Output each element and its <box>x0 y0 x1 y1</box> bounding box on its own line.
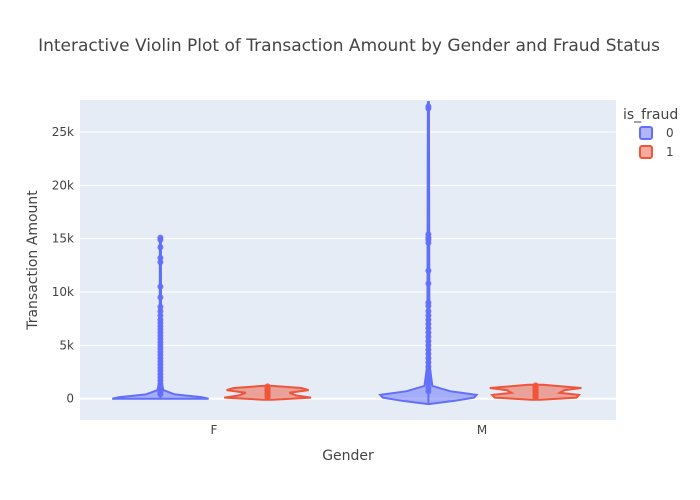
legend-item-1[interactable]: 1 <box>639 145 674 159</box>
violin-point <box>425 388 432 395</box>
violin-point <box>425 338 432 345</box>
violin-point <box>425 376 432 383</box>
violin-M-is-fraud-0[interactable] <box>378 101 479 405</box>
violin-M-is-fraud-1[interactable] <box>489 382 582 401</box>
violin-point <box>264 394 271 401</box>
violin-point <box>425 325 432 332</box>
violin-point <box>157 391 164 398</box>
violin-point <box>425 380 432 387</box>
violin-point <box>425 342 432 349</box>
violin-point <box>425 239 432 246</box>
violin-point <box>157 283 164 290</box>
violin-point <box>157 294 164 301</box>
violin-point <box>425 363 432 370</box>
violin-point <box>157 303 164 310</box>
violin-point <box>425 312 432 319</box>
x-tick-label-M: M <box>477 423 487 437</box>
legend-item-0[interactable]: 0 <box>639 126 674 140</box>
violin-point <box>157 312 164 319</box>
violin-marks <box>111 101 582 405</box>
legend-title: is_fraud <box>623 107 678 123</box>
y-tick-label: 0 <box>66 392 74 406</box>
x-tick-label-F: F <box>211 423 218 437</box>
legend-label: 0 <box>666 126 674 140</box>
violin-point <box>425 350 432 357</box>
chart-title: Interactive Violin Plot of Transaction A… <box>38 36 660 56</box>
violin-point <box>425 308 432 315</box>
violin-point <box>532 394 539 401</box>
violin-point <box>425 355 432 362</box>
y-tick-labels: 0 5k 10k 15k 20k 25k <box>52 125 74 406</box>
violin-F-is-fraud-0[interactable] <box>111 234 209 400</box>
violin-F-is-fraud-1[interactable] <box>224 383 312 401</box>
y-tick-label: 15k <box>52 232 74 246</box>
y-axis-title: Transaction Amount <box>25 190 41 331</box>
violin-point <box>425 267 432 274</box>
violin-point <box>157 254 164 261</box>
x-axis-title: Gender <box>322 448 374 464</box>
violin-point <box>425 359 432 366</box>
violin-point <box>425 321 432 327</box>
y-tick-label: 25k <box>52 125 74 139</box>
violin-point <box>425 367 432 374</box>
violin-point <box>157 236 164 243</box>
legend-swatch <box>639 145 653 159</box>
violin-point <box>425 105 432 112</box>
legend-swatch <box>639 126 653 140</box>
violin-point <box>157 308 164 315</box>
violin-point <box>157 244 164 251</box>
legend[interactable]: is_fraud 0 1 <box>623 107 678 159</box>
violin-point <box>425 316 432 323</box>
violin-point <box>425 329 432 336</box>
violin-point <box>425 333 432 340</box>
y-tick-label: 5k <box>59 338 74 352</box>
violin-point <box>425 346 432 353</box>
violin-point <box>425 302 432 309</box>
y-tick-label: 20k <box>52 178 74 192</box>
violin-point <box>157 259 164 266</box>
violin-point <box>425 280 432 287</box>
plot-area <box>80 100 616 420</box>
legend-label: 1 <box>666 145 674 159</box>
y-tick-label: 10k <box>52 285 74 299</box>
violin-point <box>425 372 432 379</box>
